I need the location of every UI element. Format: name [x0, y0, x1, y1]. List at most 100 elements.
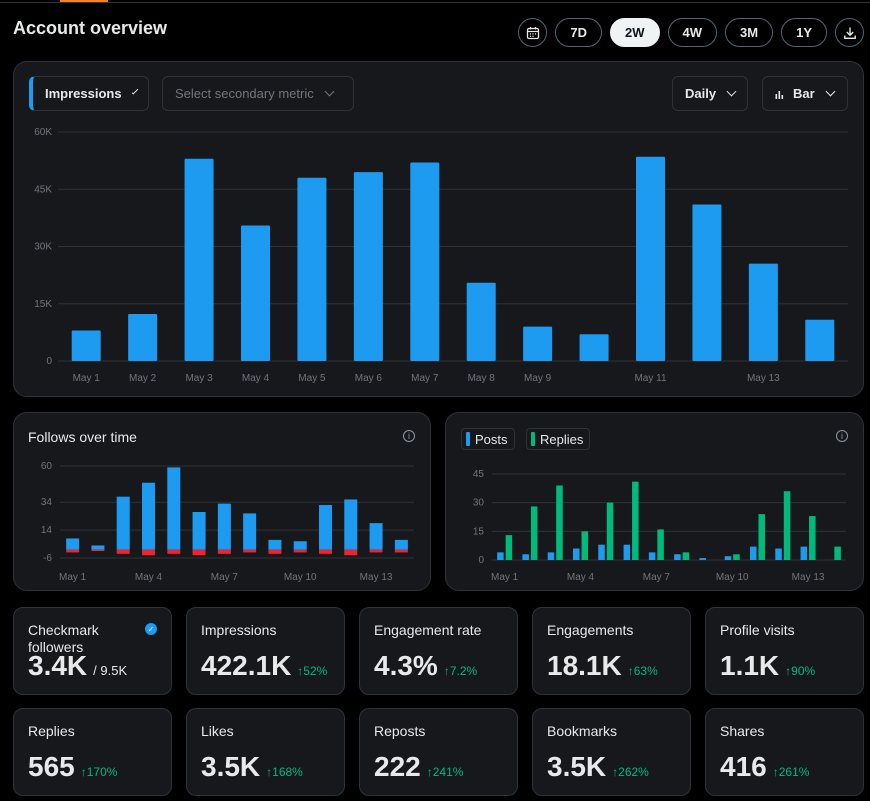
calendar-button[interactable]	[518, 18, 548, 47]
gain-bar	[167, 467, 181, 550]
stat-bookmarks[interactable]: Bookmarks 3.5K ↑262%	[532, 708, 691, 796]
loss-bar	[369, 549, 383, 553]
stat-engagement-rate[interactable]: Engagement rate 4.3% ↑7.2%	[359, 607, 518, 695]
x-tick-label: May 1	[59, 572, 87, 583]
info-icon[interactable]: i	[403, 430, 415, 442]
posts-bar	[497, 552, 504, 560]
stat-checkmark-followers[interactable]: Checkmark followers ✓ 3.4K / 9.5K	[13, 607, 172, 695]
interval-label: Daily	[685, 86, 717, 101]
stat-reposts[interactable]: Reposts 222 ↑241%	[359, 708, 518, 796]
loss-bar	[268, 549, 282, 554]
posts-swatch	[466, 432, 470, 446]
loss-bar	[319, 549, 332, 554]
x-tick-label: May 3	[185, 373, 213, 384]
chart-type-select[interactable]: Bar	[762, 76, 848, 111]
range-4w-button[interactable]: 4W	[667, 18, 718, 47]
date-range-selector: 7D 2W 4W 3M 1Y	[518, 18, 864, 47]
x-tick-label: May 8	[468, 373, 496, 384]
interval-select[interactable]: Daily	[672, 76, 748, 111]
posts-bar	[547, 552, 555, 560]
loss-bar	[293, 549, 307, 553]
x-tick-label: May 1	[491, 572, 519, 583]
stat-label: Engagement rate	[374, 622, 482, 638]
x-tick-label: May 11	[634, 373, 666, 384]
stat-label: Reposts	[374, 723, 426, 739]
replies-bar	[657, 529, 664, 560]
replies-bar	[834, 546, 841, 560]
x-tick-label: May 2	[129, 373, 157, 384]
gain-bar	[319, 505, 332, 550]
x-tick-label: May 10	[284, 572, 317, 583]
bar	[636, 156, 665, 361]
stat-profile-visits[interactable]: Profile visits 1.1K ↑90%	[705, 607, 864, 695]
x-tick-label: May 7	[211, 572, 239, 583]
gain-bar	[394, 539, 408, 550]
stat-value: 3.5K	[201, 751, 261, 782]
replies-bar	[682, 552, 690, 560]
loss-bar	[91, 549, 105, 552]
x-tick-label: May 9	[524, 373, 552, 384]
legend-posts[interactable]: Posts	[461, 428, 515, 450]
bar	[805, 319, 835, 361]
loss-bar	[243, 549, 257, 553]
gain-bar	[192, 512, 206, 550]
gain-bar	[116, 496, 130, 550]
loss-bar	[66, 549, 80, 553]
gain-bar	[142, 482, 155, 550]
stat-label: Checkmark followers	[28, 622, 99, 655]
loss-bar	[344, 549, 358, 556]
legend-replies[interactable]: Replies	[526, 428, 591, 450]
x-tick-label: May 13	[360, 572, 393, 583]
range-2w-button[interactable]: 2W	[610, 18, 660, 47]
stat-shares[interactable]: Shares 416 ↑261%	[705, 708, 864, 796]
range-1y-button[interactable]: 1Y	[781, 18, 827, 47]
y-tick-label: 34	[41, 497, 53, 508]
x-tick-label: May 4	[242, 373, 270, 384]
posts-bar	[674, 554, 681, 560]
stat-value: 1.1K	[720, 650, 780, 681]
posts-bar	[750, 546, 757, 560]
stat-label: Engagements	[547, 622, 634, 638]
y-tick-label: 0	[46, 356, 52, 367]
posts-bar	[598, 544, 605, 560]
posts-bar	[775, 548, 782, 560]
loss-bar	[192, 549, 206, 556]
y-tick-label: 0	[478, 555, 484, 566]
range-7d-button[interactable]: 7D	[555, 18, 603, 47]
stat-change: ↑241%	[426, 765, 464, 779]
gain-bar	[268, 539, 282, 550]
stat-change: ↑63%	[627, 664, 658, 678]
stat-total: / 9.5K	[93, 663, 128, 678]
gain-bar	[369, 523, 383, 550]
stat-replies[interactable]: Replies 565 ↑170%	[13, 708, 172, 796]
replies-bar	[809, 516, 816, 560]
stat-change: ↑262%	[612, 765, 649, 779]
secondary-metric-select[interactable]: Select secondary metric	[162, 76, 354, 111]
posts-bar	[522, 554, 529, 560]
bar	[466, 282, 496, 361]
y-tick-label: 15	[473, 526, 485, 537]
replies-bar	[783, 491, 791, 560]
bar	[128, 314, 158, 361]
x-tick-label: May 4	[135, 572, 163, 583]
stat-value: 416	[720, 751, 767, 782]
gain-bar	[217, 503, 231, 550]
bar	[184, 158, 214, 361]
stat-value: 565	[28, 751, 75, 782]
stat-value: 18.1K	[547, 650, 622, 681]
stat-label: Replies	[28, 723, 75, 739]
stat-label: Likes	[201, 723, 234, 739]
y-tick-label: 45K	[34, 184, 52, 195]
info-icon[interactable]: i	[836, 430, 848, 442]
posts-bar	[648, 552, 656, 560]
x-tick-label: May 13	[747, 373, 780, 384]
stat-impressions[interactable]: Impressions 422.1K ↑52%	[186, 607, 345, 695]
download-button[interactable]	[835, 18, 864, 47]
loss-bar	[394, 549, 408, 553]
stat-likes[interactable]: Likes 3.5K ↑168%	[186, 708, 345, 796]
stat-value: 4.3%	[374, 650, 438, 681]
range-3m-button[interactable]: 3M	[725, 18, 774, 47]
x-tick-label: May 1	[73, 373, 101, 384]
primary-metric-select[interactable]: Impressions	[29, 76, 149, 111]
stat-engagements[interactable]: Engagements 18.1K ↑63%	[532, 607, 691, 695]
